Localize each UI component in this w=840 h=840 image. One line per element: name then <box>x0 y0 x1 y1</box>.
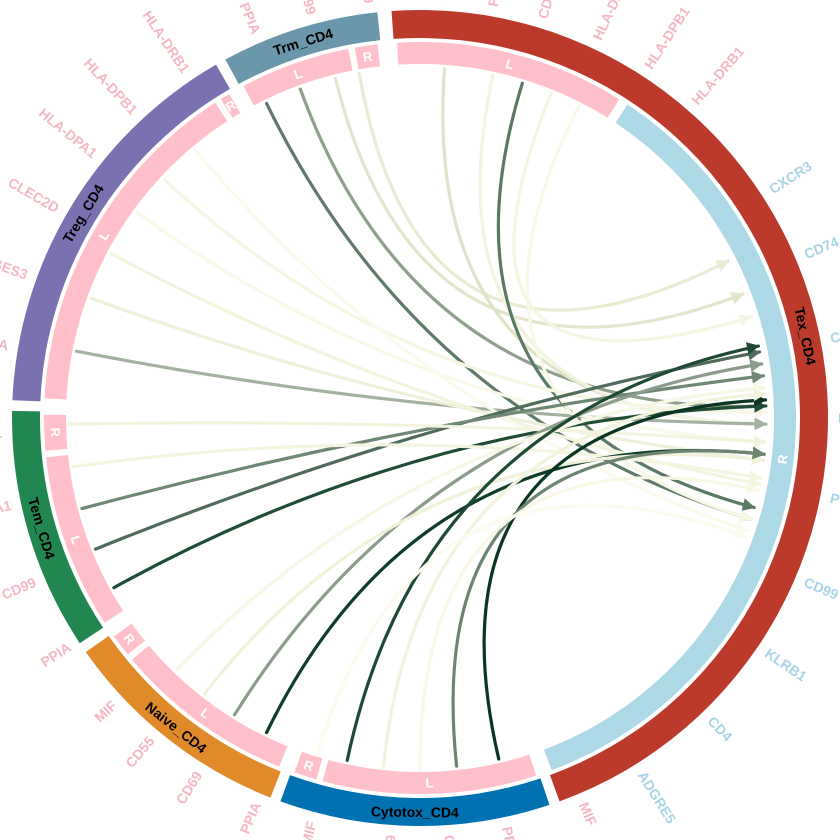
interaction-link <box>68 421 767 448</box>
track-tem-l <box>46 455 124 623</box>
gene-label: PPIA <box>237 800 265 836</box>
interaction-link <box>345 342 761 762</box>
gene-label: HLA-DPA1 <box>0 497 13 527</box>
track-tag-tex-l: L <box>504 56 515 73</box>
track-tag-tex-r: R <box>775 453 791 465</box>
gene-label: PTGER4 <box>829 490 840 516</box>
gene-label: KLRB1 <box>762 645 810 684</box>
sector-naive <box>85 635 281 798</box>
track-trm-r <box>354 44 380 70</box>
track-tag-cytotox-l: L <box>425 775 433 790</box>
gene-label: HLA-DRB1 <box>140 8 193 76</box>
sector-cytotox <box>280 775 550 827</box>
interaction-link <box>89 296 766 466</box>
gene-label: PPIA <box>38 639 74 670</box>
gene-label: PPIA <box>237 0 265 36</box>
gene-label: CXCL13 <box>434 0 453 1</box>
gene-label: CD69 <box>357 0 377 4</box>
sector-tem <box>11 410 104 644</box>
track-tex-l <box>397 42 620 118</box>
gene-label: HLA-DRB1 <box>0 425 3 443</box>
links-layer <box>68 67 768 770</box>
interaction-link <box>193 148 749 533</box>
gene-label: CD69 <box>173 768 206 807</box>
track-tem-r <box>43 414 68 451</box>
gene-label: MIF <box>298 819 320 840</box>
gene-label: PPIA <box>485 0 506 8</box>
track-naive-l <box>131 645 288 767</box>
sector-trm <box>225 12 381 85</box>
interaction-link <box>316 503 747 755</box>
gene-label: CD99 <box>295 0 320 17</box>
interaction-link <box>478 74 768 431</box>
interaction-link <box>512 91 753 343</box>
track-cytotox-l <box>322 754 537 794</box>
gene-label: CD69 <box>380 834 398 840</box>
gene-label: HLA-DPA1 <box>589 0 633 43</box>
interaction-link <box>175 382 767 672</box>
sector-label-cytotox: Cytotox_CD4 <box>371 803 459 820</box>
interaction-link <box>381 388 767 768</box>
interaction-link <box>202 452 766 696</box>
sector-treg <box>12 64 231 402</box>
track-tex-r <box>543 104 796 771</box>
gene-label: MIF <box>576 800 600 829</box>
gene-label: CD99 <box>441 834 459 840</box>
interaction-link <box>112 399 768 590</box>
gene-label: ADGRE5 <box>635 768 680 826</box>
gene-label: PPIA <box>499 825 521 840</box>
interaction-link <box>525 104 753 522</box>
track-cytotox-r <box>294 751 323 780</box>
gene-label: CD55 <box>122 733 157 771</box>
gene-label: CD74_CXCR4 <box>802 212 840 262</box>
interaction-link <box>482 394 768 761</box>
gene-label: HLA-DPB1 <box>641 4 693 72</box>
gene-label: MIF <box>91 697 120 725</box>
gene-label: BSG <box>838 410 840 426</box>
interaction-link <box>71 443 763 483</box>
gene-label: PPIA <box>0 332 10 353</box>
sectors-layer: Tex_CD4Cytotox_CD4Naive_CD4Tem_CD4Treg_C… <box>11 9 829 827</box>
interaction-link <box>232 359 764 717</box>
track-trm-l <box>243 48 353 106</box>
track-tag-tem-r: R <box>48 427 63 438</box>
track-naive-r <box>113 623 145 655</box>
gene-label: HLA-DRB1 <box>688 43 747 108</box>
gene-label: TMEM52-PTGES3 <box>0 228 30 283</box>
interaction-link <box>298 87 768 413</box>
interaction-link <box>74 349 768 431</box>
gene-label: CD4 <box>705 713 736 744</box>
gene-label: HLA-DPA1 <box>36 105 100 161</box>
interaction-link <box>418 476 761 770</box>
gene-label: CLEC2D <box>5 174 62 216</box>
interaction-link <box>333 76 745 329</box>
gene-label: CXCR3 <box>766 158 815 197</box>
interaction-link <box>80 370 766 511</box>
track-treg-l <box>44 102 228 400</box>
gene-label: HLA-DPB1 <box>81 55 141 118</box>
gene-label: CD74_CD44 <box>829 315 840 346</box>
gene-label: CD99 <box>0 574 39 603</box>
track-tag-trm-r: R <box>362 49 374 65</box>
track-treg-r <box>220 94 241 118</box>
gene-label: CD99 <box>535 0 561 21</box>
gene-label: CD99 <box>802 574 840 603</box>
